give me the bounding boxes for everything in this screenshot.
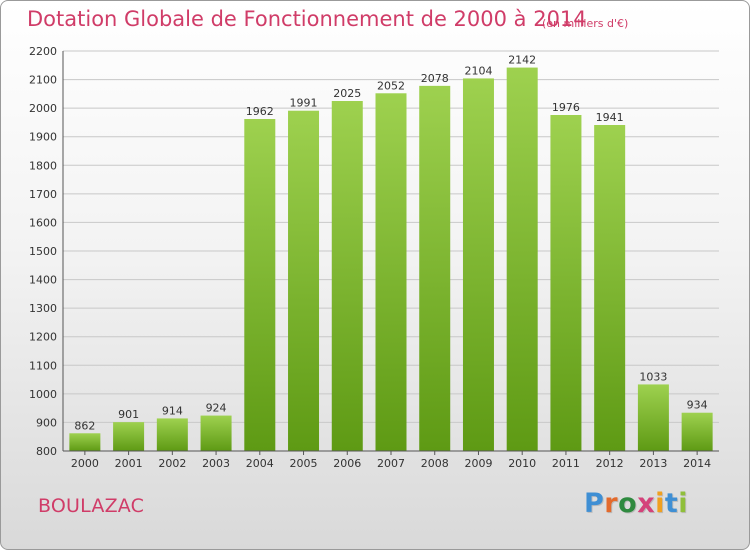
bar-2014: [681, 412, 713, 451]
logo-letter: i: [678, 488, 689, 519]
x-tick-label: 2006: [333, 457, 361, 470]
bar-2010: [506, 67, 538, 452]
y-tick-label: 1600: [29, 216, 57, 229]
x-tick-label: 2011: [552, 457, 580, 470]
bar-value-label: 862: [74, 419, 95, 432]
logo-letter: t: [664, 488, 679, 519]
bar-value-label: 1976: [552, 101, 580, 114]
x-tick-label: 2004: [246, 457, 274, 470]
y-tick-label: 1700: [29, 188, 57, 201]
x-tick-label: 2012: [596, 457, 624, 470]
y-tick-label: 900: [36, 416, 57, 429]
bar-2013: [637, 384, 669, 451]
y-tick-label: 1500: [29, 245, 57, 258]
bar-2001: [113, 422, 145, 451]
logo-letter: x: [637, 488, 656, 519]
bar-2012: [594, 125, 626, 451]
y-tick-label: 1300: [29, 302, 57, 315]
bar-2009: [462, 78, 494, 451]
bar-value-label: 2104: [464, 64, 492, 77]
bar-value-label: 2025: [333, 87, 361, 100]
bars: 862 901 914 924 1962 1991 2025 2052 2078 2104 2142…: [69, 54, 713, 452]
bar-value-label: 2078: [421, 72, 449, 85]
bar-value-label: 2052: [377, 79, 405, 92]
bar-value-label: 1033: [639, 370, 667, 383]
bar-2003: [200, 415, 232, 451]
y-tick-label: 1800: [29, 159, 57, 172]
x-tick-label: 2000: [71, 457, 99, 470]
y-tick-label: 1200: [29, 331, 57, 344]
bar-value-label: 924: [206, 402, 227, 415]
bar-2006: [331, 101, 363, 451]
bar-2000: [69, 433, 101, 451]
city-name: BOULAZAC: [38, 495, 145, 517]
bar-value-label: 914: [162, 404, 183, 417]
y-tick-label: 2000: [29, 102, 57, 115]
bar-value-label: 1941: [596, 111, 624, 124]
logo-letter: r: [604, 488, 619, 519]
x-tick-label: 2007: [377, 457, 405, 470]
y-tick-label: 800: [36, 445, 57, 458]
x-tick-label: 2003: [202, 457, 230, 470]
chart-title: Dotation Globale de Fonctionnement de 20…: [27, 7, 587, 31]
bar-2011: [550, 115, 582, 451]
y-tick-label: 1000: [29, 388, 57, 401]
x-tick-label: 2009: [464, 457, 492, 470]
x-tick-label: 2005: [290, 457, 318, 470]
bar-value-label: 1962: [246, 105, 274, 118]
bar-2004: [244, 119, 276, 451]
bar-2008: [419, 85, 451, 451]
x-tick-label: 2008: [421, 457, 449, 470]
x-tick-label: 2001: [115, 457, 143, 470]
bar-value-label: 934: [687, 399, 708, 412]
bar-2005: [288, 110, 320, 451]
axes: 800 900 1000 1100 1200 1300 1400 1500 1600 1700 18…: [29, 45, 719, 470]
logo-letter: o: [618, 488, 638, 519]
chart-subtitle: (en milliers d'€): [542, 17, 629, 30]
y-tick-label: 1900: [29, 131, 57, 144]
x-tick-label: 2002: [158, 457, 186, 470]
y-tick-label: 1100: [29, 359, 57, 372]
y-tick-label: 2200: [29, 45, 57, 58]
x-tick-label: 2013: [639, 457, 667, 470]
x-tick-label: 2014: [683, 457, 711, 470]
bar-2007: [375, 93, 407, 452]
bar-value-label: 1991: [290, 97, 318, 110]
y-tick-label: 1400: [29, 274, 57, 287]
y-tick-label: 2100: [29, 74, 57, 87]
bar-2002: [156, 418, 188, 451]
x-tick-label: 2010: [508, 457, 536, 470]
logo-letter: i: [655, 488, 665, 519]
proxiti-logo[interactable]: Proxiti: [584, 488, 688, 519]
logo-letter: P: [584, 488, 605, 519]
bar-value-label: 2142: [508, 54, 536, 67]
bar-value-label: 901: [118, 408, 139, 421]
